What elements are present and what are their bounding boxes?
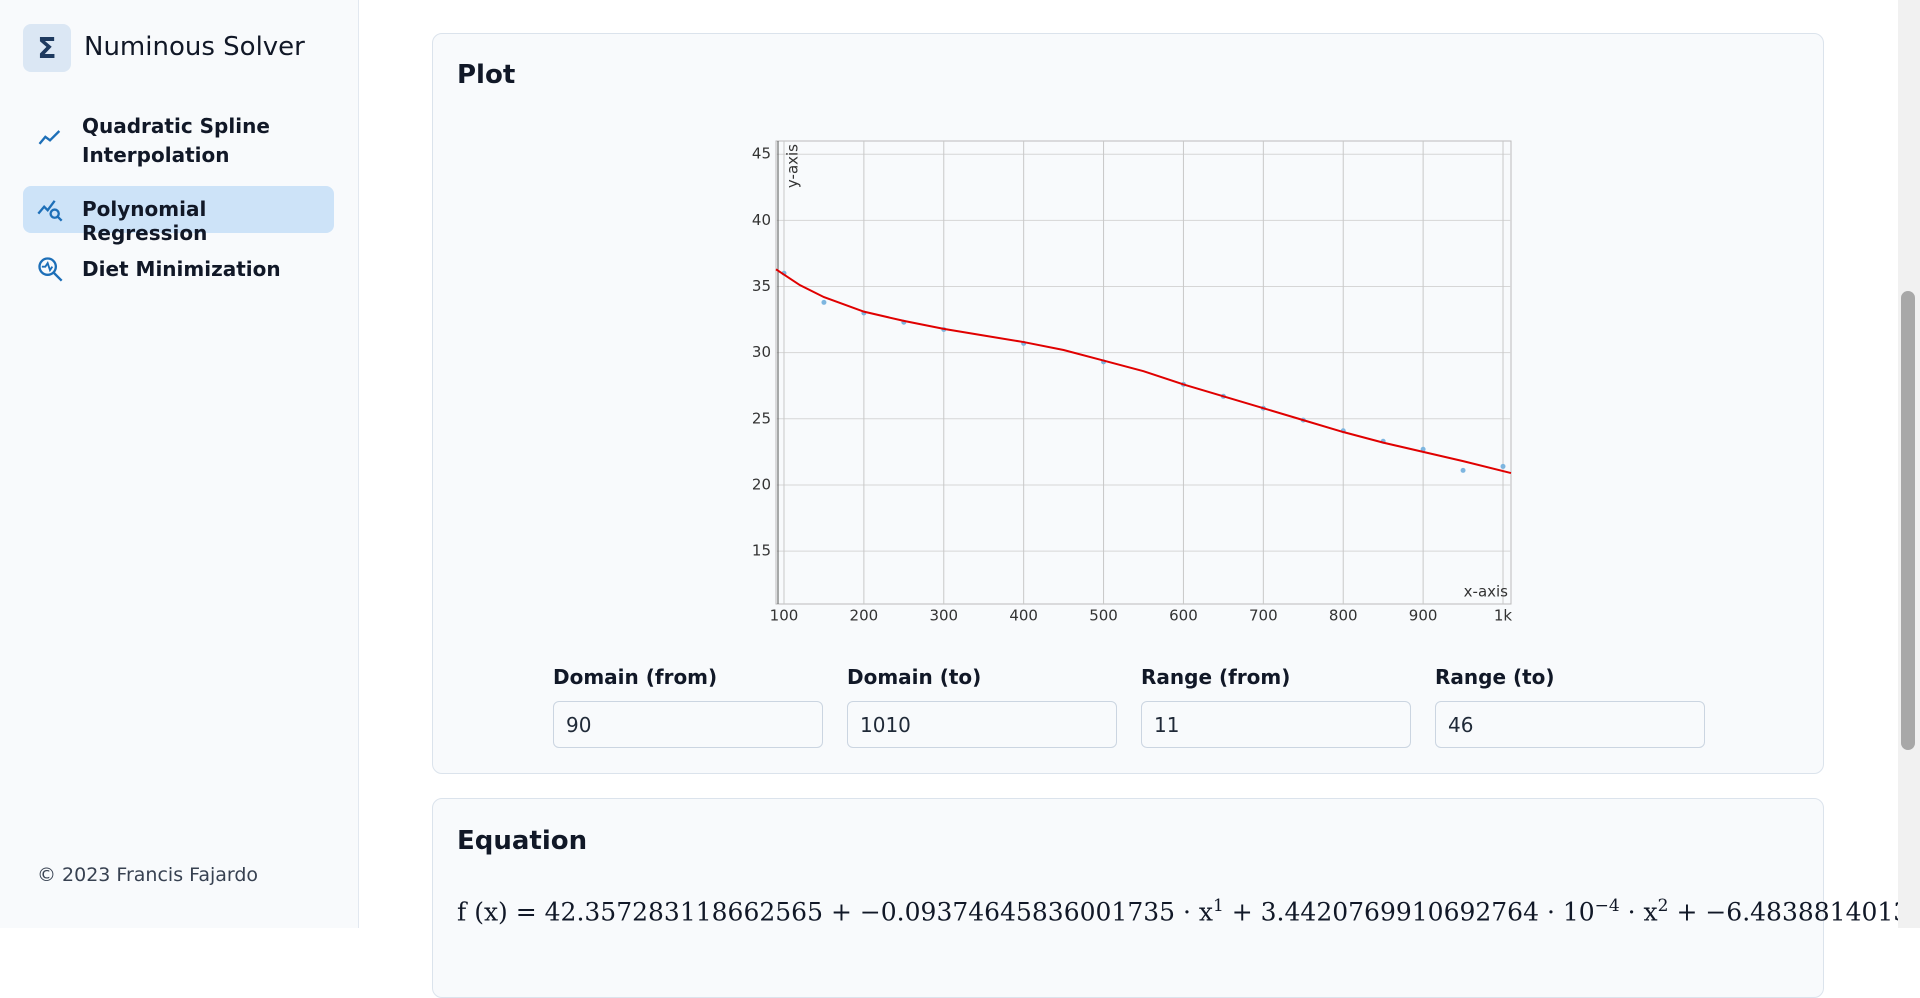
page: {"sidebar": {"brand_icon": "Σ", "brand":… <box>0 0 1920 928</box>
x-axis-label: x-axis <box>1464 583 1509 601</box>
x-tick-label: 1k <box>1494 607 1513 625</box>
y-tick-label: 15 <box>752 542 771 560</box>
x-tick-label: 800 <box>1329 607 1358 625</box>
x-tick-label: 100 <box>770 607 799 625</box>
y-tick-label: 25 <box>752 409 771 427</box>
x-tick-label: 400 <box>1009 607 1038 625</box>
data-point <box>821 300 826 305</box>
x-tick-label: 700 <box>1249 607 1278 625</box>
y-axis-label: y-axis <box>784 144 802 188</box>
x-tick-label: 500 <box>1089 607 1118 625</box>
data-point <box>1501 464 1506 469</box>
y-tick-label: 35 <box>752 277 771 295</box>
x-tick-label: 600 <box>1169 607 1198 625</box>
y-tick-label: 40 <box>752 211 771 229</box>
x-tick-label: 300 <box>929 607 958 625</box>
x-tick-label: 200 <box>850 607 879 625</box>
x-tick-label: 900 <box>1409 607 1438 625</box>
y-tick-label: 30 <box>752 343 771 361</box>
plot-area <box>776 141 1511 604</box>
chart: 15 20 25 30 35 40 45 100 200 300 400 500 600 700 800 90… <box>0 0 1920 928</box>
data-point <box>1461 468 1466 473</box>
y-tick-label: 20 <box>752 475 771 493</box>
y-tick-label: 45 <box>752 145 771 163</box>
